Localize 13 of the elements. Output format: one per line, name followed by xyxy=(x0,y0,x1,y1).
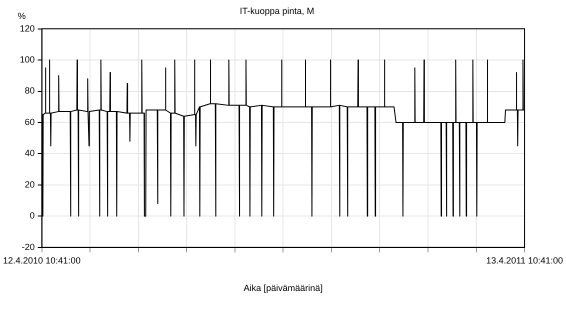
x-tick-label: 12.4.2010 10:41:00 xyxy=(2,255,81,266)
x-axis-title: Aika [päivämäärinä] xyxy=(244,283,323,294)
y-tick-label: 120 xyxy=(20,23,35,34)
chart-title: IT-kuoppa pinta, M xyxy=(240,6,314,16)
y-axis-title: % xyxy=(18,10,26,21)
y-tick-label: 100 xyxy=(20,54,35,65)
y-tick-label: 60 xyxy=(24,116,35,127)
y-tick-label: -20 xyxy=(22,242,35,252)
x-tick-label: 13.4.2011 10:41:00 xyxy=(486,255,563,266)
y-tick-label: 40 xyxy=(24,148,35,158)
y-tick-label: 0 xyxy=(30,210,35,221)
y-tick-label: 80 xyxy=(24,86,35,96)
y-tick-label: 20 xyxy=(24,179,35,190)
